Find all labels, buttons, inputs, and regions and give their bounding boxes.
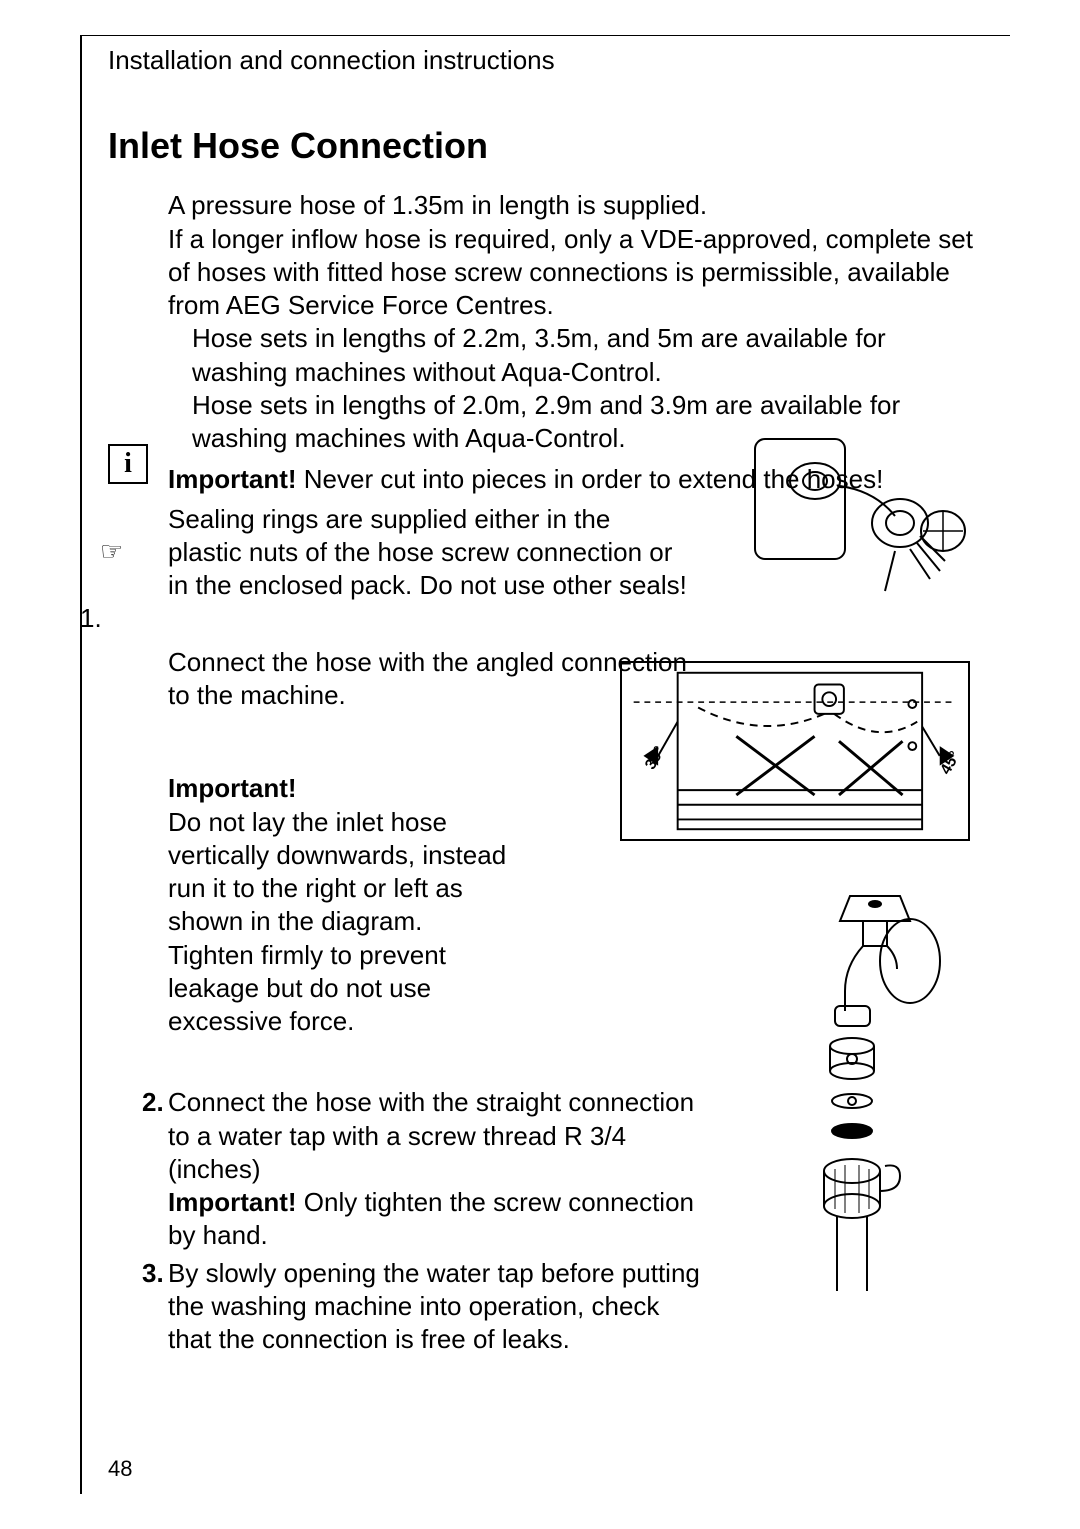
angle-label-left: 35° — [642, 744, 669, 773]
figure-angled-connection-icon — [745, 431, 970, 601]
important2-text2: Tighten firmly to prevent leakage but do… — [168, 939, 530, 1039]
figure-hose-routing-icon: 35° 45° — [620, 661, 970, 841]
intro-line-2: If a longer inflow hose is required, onl… — [168, 223, 980, 323]
intro-line-1: A pressure hose of 1.35m in length is su… — [168, 189, 980, 222]
content-frame: Installation and connection instructions… — [80, 35, 1010, 1494]
intro-paragraph: A pressure hose of 1.35m in length is su… — [80, 167, 1010, 322]
page: Installation and connection instructions… — [0, 0, 1080, 1529]
step-2-text: Connect the hose with the straight conne… — [168, 1087, 694, 1184]
hand-icon: ☞ — [100, 536, 123, 567]
step-3-number: 3. — [142, 1257, 164, 1290]
page-number: 48 — [108, 1456, 132, 1482]
important-label-1: Important! — [168, 464, 297, 494]
important2-text1: Do not lay the inlet hose vertically dow… — [168, 806, 530, 939]
step-3-text: By slowly opening the water tap before p… — [168, 1258, 700, 1355]
step-1-number: 1. — [80, 603, 102, 633]
info-icon: i — [108, 444, 148, 484]
section-title: Inlet Hose Connection — [80, 87, 1010, 167]
important-label-2: Important! — [168, 772, 530, 805]
step-2-important-label: Important! — [168, 1187, 297, 1217]
info-icon-glyph: i — [124, 448, 132, 480]
step-2-number: 2. — [142, 1086, 164, 1119]
intro-sub-1: Hose sets in lengths of 2.2m, 3.5m, and … — [80, 322, 1010, 389]
page-header: Installation and connection instructions — [80, 36, 1010, 87]
figure-tap-connection-icon — [785, 891, 950, 1291]
